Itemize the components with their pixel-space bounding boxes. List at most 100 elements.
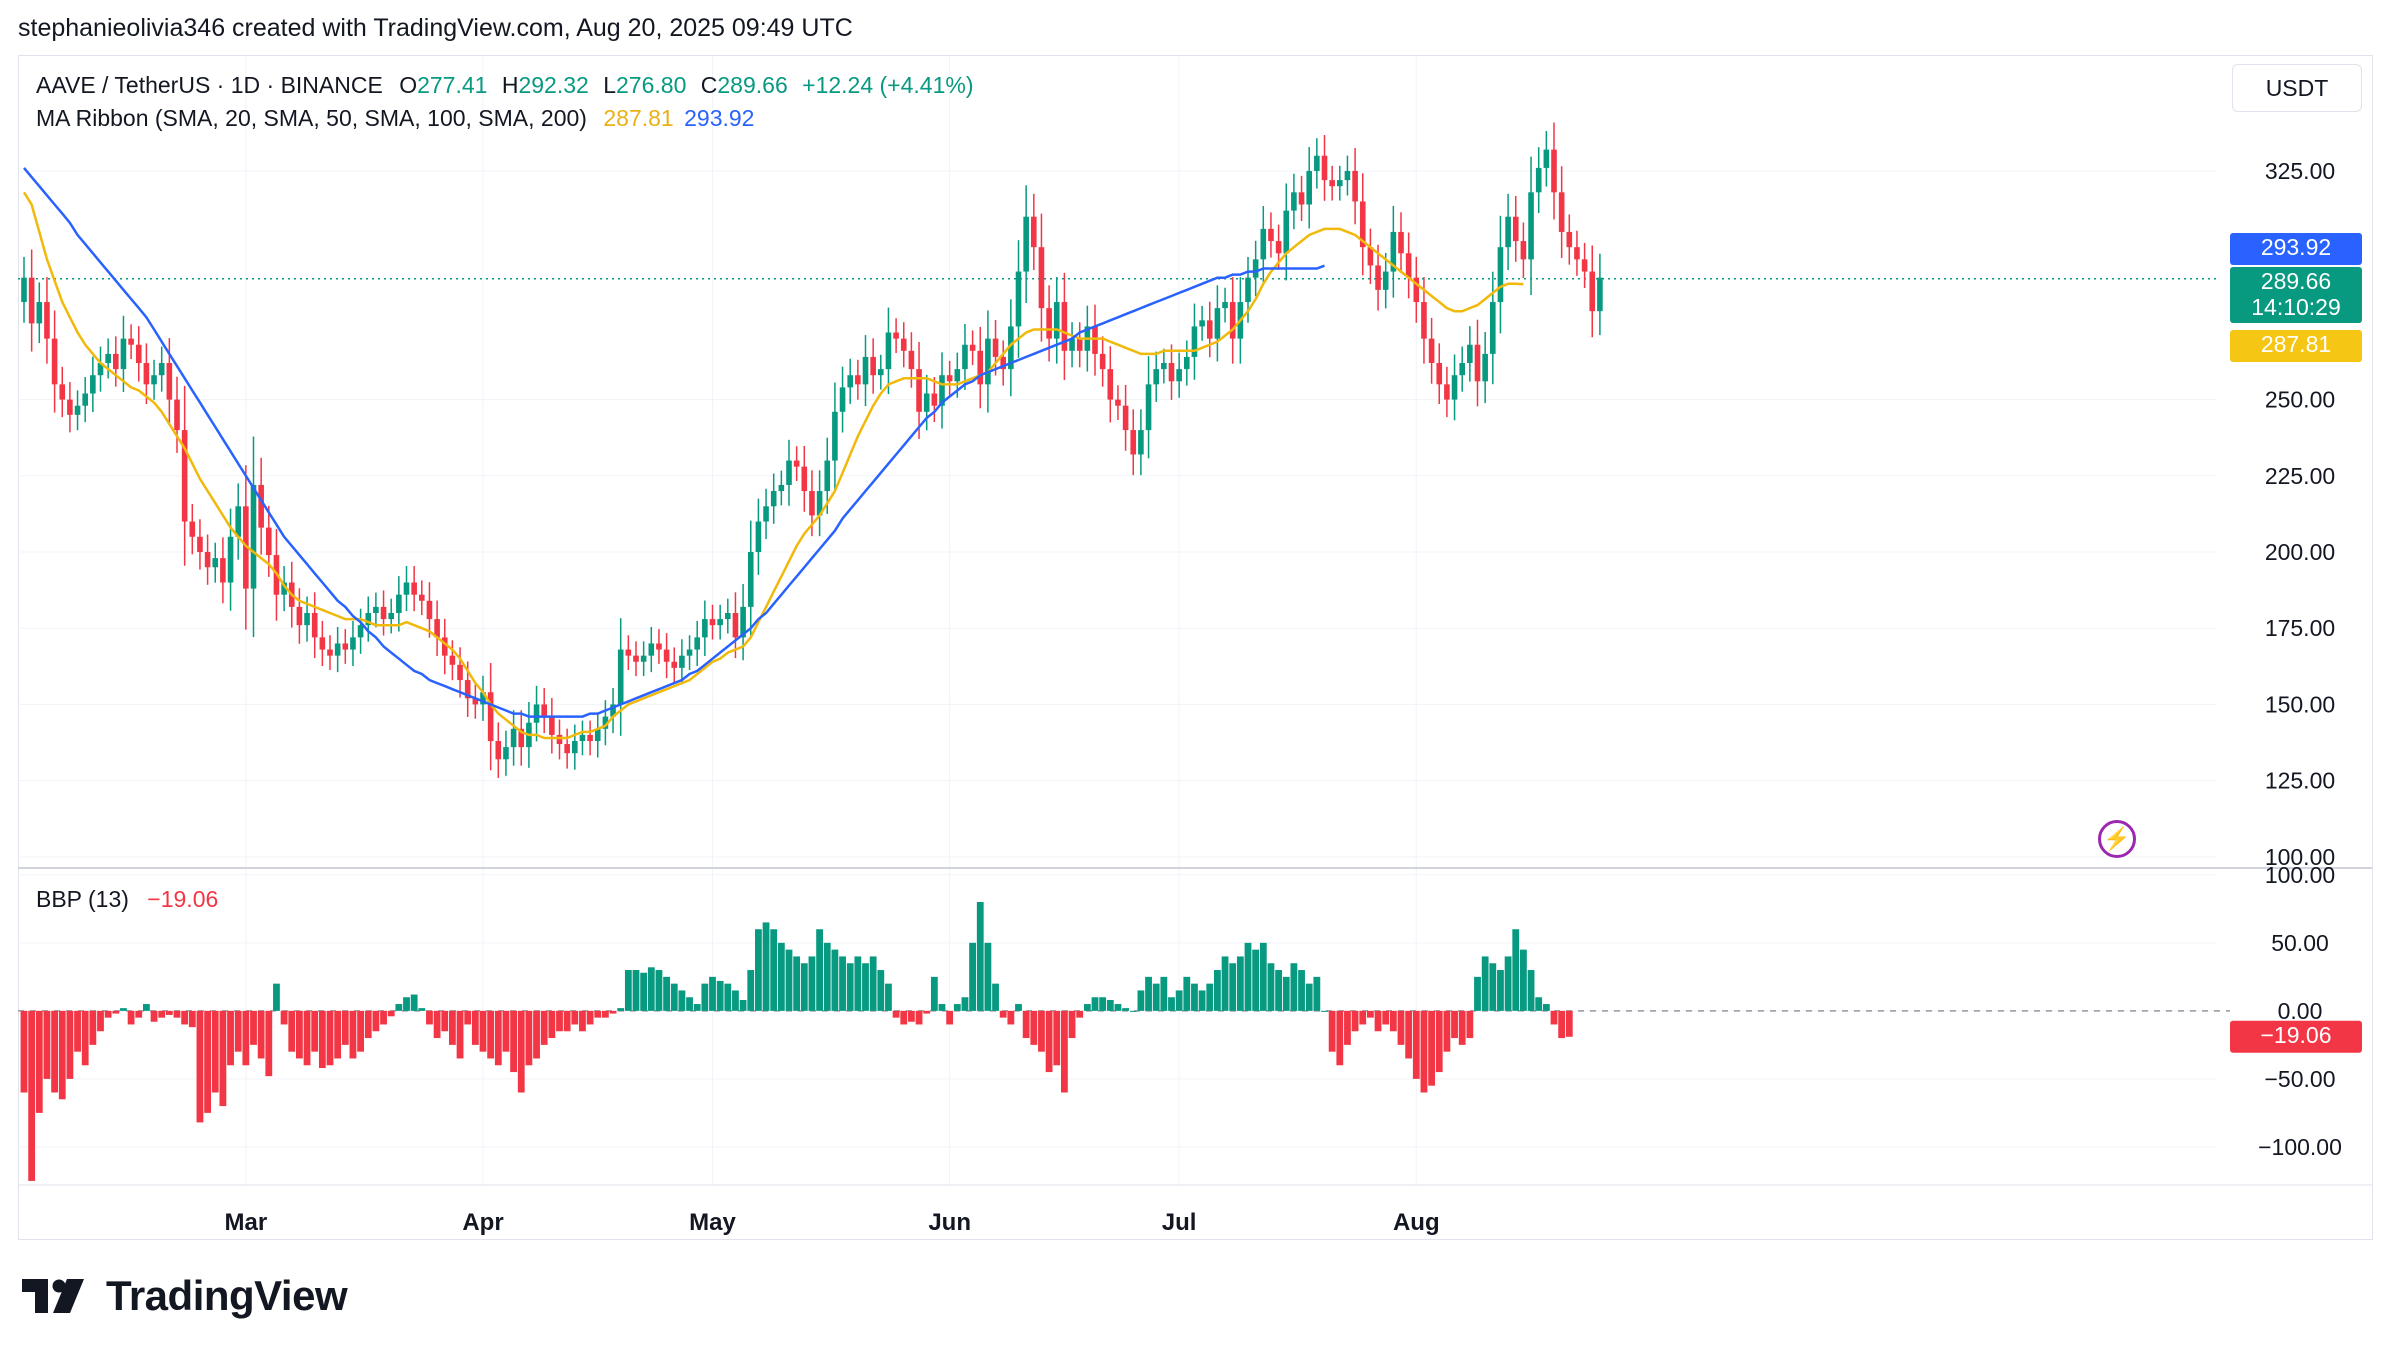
bbp-bar	[387, 1010, 395, 1017]
bbp-bar	[1214, 970, 1221, 1011]
bbp-bar	[58, 1010, 66, 1100]
bbp-bar	[1099, 997, 1107, 1011]
bbp-bar	[1420, 1010, 1428, 1093]
bbp-bar	[808, 956, 816, 1011]
candle-body	[763, 506, 769, 522]
candle-body	[847, 375, 853, 388]
bbp-bar	[1221, 956, 1229, 1011]
tradingview-logo-text: TradingView	[106, 1272, 348, 1319]
candle-body	[1053, 302, 1060, 339]
candle-body	[969, 344, 976, 351]
candle-body	[1581, 259, 1588, 272]
bbp-last-label-bg	[2230, 1020, 2362, 1053]
bbp-bar	[1328, 1010, 1336, 1052]
bbp-bar	[869, 956, 877, 1011]
candle-body	[1023, 216, 1029, 272]
bbp-bar	[747, 970, 755, 1011]
candle-body	[1528, 192, 1534, 260]
bbp-bar	[632, 970, 640, 1011]
bbp-bar	[165, 1010, 173, 1015]
bbp-bar	[984, 942, 992, 1011]
bbp-bar	[1374, 1010, 1382, 1032]
lightning-icon[interactable]: ⚡	[2098, 820, 2136, 858]
bbp-bar	[701, 983, 709, 1011]
price-tick-label: 100.00	[2265, 844, 2335, 870]
candle-body	[36, 302, 43, 324]
candle-body	[985, 338, 991, 385]
candle-body	[1015, 271, 1022, 327]
candle-body	[549, 716, 555, 735]
bbp-bar	[1481, 956, 1489, 1011]
candle-body	[480, 692, 486, 705]
bbp-bar	[502, 1010, 510, 1052]
candle-body	[1352, 170, 1358, 202]
bbp-title[interactable]: BBP (13)	[36, 886, 129, 912]
candle-body	[893, 332, 899, 339]
candle-body	[220, 558, 226, 583]
candle-body	[1375, 265, 1381, 290]
bbp-last-label: −19.06	[2230, 1020, 2362, 1053]
last-price-label-text: 14:10:29	[2251, 294, 2341, 320]
candle-body	[464, 680, 471, 699]
bbp-bar	[617, 1008, 625, 1011]
tradingview-logo-icon	[22, 1279, 84, 1313]
bbp-bar	[923, 1010, 931, 1014]
candle-body	[396, 594, 402, 613]
candle-body	[1467, 344, 1473, 364]
candle-body	[1122, 405, 1129, 431]
bbp-bar	[1275, 970, 1282, 1011]
candle-body	[824, 460, 831, 492]
bbp-bar	[693, 1004, 701, 1011]
bbp-tick-label: −50.00	[2265, 1066, 2336, 1092]
ma20-price-label-text: 287.81	[2261, 331, 2331, 357]
candle-body	[1222, 302, 1228, 309]
bbp-bar	[816, 929, 823, 1011]
price-tick-label: 175.00	[2265, 615, 2335, 641]
candle-body	[939, 375, 945, 406]
candle-body	[105, 353, 111, 364]
bbp-bar	[823, 942, 831, 1011]
symbol-title[interactable]: AAVE / TetherUS · 1D · BINANCE	[36, 72, 383, 98]
candle-body	[564, 744, 570, 754]
bbp-bar	[953, 1004, 961, 1011]
candle-body	[21, 277, 27, 303]
candle-body	[426, 600, 433, 620]
ma20-price-label: 287.81	[2230, 330, 2362, 362]
bbp-bar	[1191, 983, 1198, 1011]
bbp-bar	[227, 1010, 234, 1066]
bbp-bar	[900, 1010, 908, 1025]
candle-body	[656, 643, 662, 650]
candle-body	[1168, 363, 1175, 382]
bbp-bar	[158, 1010, 166, 1018]
candle-body	[1076, 338, 1083, 351]
bbp-bar	[1313, 976, 1321, 1011]
bbp-bar	[1305, 983, 1313, 1011]
bbp-bar	[655, 970, 663, 1011]
candle-body	[671, 661, 678, 668]
bbp-bar	[1022, 1010, 1030, 1039]
bbp-bar	[173, 1010, 181, 1018]
ma-ribbon-title[interactable]: MA Ribbon (SMA, 20, SMA, 50, SMA, 100, S…	[36, 105, 587, 131]
symbol-legend: AAVE / TetherUS · 1D · BINANCE O277.41 H…	[36, 72, 977, 99]
candle-body	[1291, 192, 1297, 211]
bbp-tick-label: 0.00	[2278, 998, 2323, 1024]
date-tick-label: May	[689, 1209, 736, 1236]
candle-body	[679, 655, 685, 668]
bbp-bar	[89, 1010, 97, 1045]
candle-body	[457, 664, 463, 681]
bbp-bar	[938, 1004, 946, 1011]
bbp-bar	[1542, 1004, 1550, 1011]
bbp-bar	[533, 1010, 540, 1059]
bbp-bar	[288, 1010, 296, 1052]
candle-body	[419, 594, 425, 601]
bbp-bar	[51, 1010, 58, 1093]
candle-body	[151, 375, 157, 385]
currency-button[interactable]: USDT	[2232, 64, 2362, 112]
price-tick-label: 200.00	[2265, 539, 2335, 565]
candle-body	[189, 521, 196, 537]
candle-body	[1474, 344, 1481, 382]
candle-body	[594, 728, 601, 742]
bbp-bar	[280, 1010, 288, 1025]
bbp-bar	[1512, 929, 1520, 1011]
bbp-bar	[976, 902, 984, 1011]
